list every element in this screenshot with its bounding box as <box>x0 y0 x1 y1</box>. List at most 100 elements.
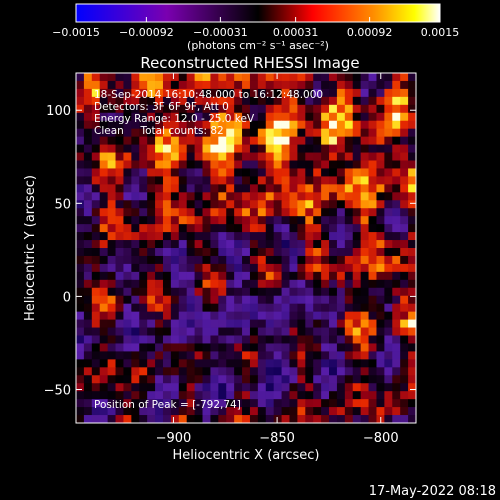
heatmap-cell <box>202 176 211 185</box>
heatmap-cell <box>131 144 140 153</box>
heatmap-cell <box>91 96 101 106</box>
heatmap-cell <box>234 80 243 90</box>
heatmap-cell <box>83 399 93 408</box>
y-tick-label: 0 <box>63 290 71 305</box>
heatmap-cell <box>281 303 290 313</box>
heatmap-cell <box>297 240 306 249</box>
heatmap-cell <box>336 375 346 384</box>
heatmap-cell <box>210 232 219 241</box>
heatmap-cell <box>273 415 282 423</box>
heatmap-cell <box>210 415 219 423</box>
heatmap-cell <box>305 184 314 193</box>
heatmap-cell <box>234 88 243 98</box>
heatmap-cell <box>226 415 235 423</box>
heatmap-cell <box>408 303 416 313</box>
heatmap-cell <box>313 104 322 114</box>
heatmap-cell <box>305 367 314 376</box>
heatmap-cell <box>265 391 275 400</box>
heatmap-cell <box>178 192 188 201</box>
heatmap-cell <box>210 73 219 82</box>
heatmap-cell <box>83 279 93 289</box>
heatmap-cell <box>249 343 259 352</box>
heatmap-cell <box>384 176 393 185</box>
heatmap-cell <box>123 88 132 98</box>
heatmap-cell <box>202 319 211 328</box>
heatmap-cell <box>155 216 164 225</box>
heatmap-cell <box>321 351 330 360</box>
heatmap-cell <box>297 391 306 400</box>
heatmap-cell <box>392 120 401 130</box>
heatmap-cell <box>400 343 409 352</box>
heatmap-cell <box>376 216 385 225</box>
heatmap-cell <box>352 343 362 352</box>
heatmap-cell <box>329 271 338 281</box>
heatmap-cell <box>289 232 298 241</box>
heatmap-cell <box>155 255 164 265</box>
heatmap-cell <box>170 208 180 217</box>
heatmap-cell <box>360 112 369 122</box>
heatmap-cell <box>242 224 251 233</box>
heatmap-cell <box>76 391 85 400</box>
heatmap-cell <box>147 407 156 416</box>
heatmap-cell <box>368 104 377 114</box>
heatmap-cell <box>400 152 409 161</box>
heatmap-cell <box>329 319 338 328</box>
heatmap-cell <box>91 319 101 328</box>
heatmap-cell <box>99 144 109 153</box>
heatmap-cell <box>131 311 140 320</box>
heatmap-cell <box>313 415 322 423</box>
heatmap-cell <box>186 168 196 177</box>
heatmap-cell <box>384 351 393 360</box>
heatmap-cell <box>162 303 172 313</box>
heatmap-cell <box>162 216 172 225</box>
heatmap-cell <box>186 391 196 400</box>
heatmap-cell <box>155 248 164 257</box>
heatmap-cell <box>408 351 416 360</box>
heatmap-cell <box>265 303 275 313</box>
heatmap-cell <box>360 232 369 241</box>
heatmap-cell <box>123 319 132 328</box>
heatmap-cell <box>242 327 251 336</box>
heatmap-cell <box>186 152 196 161</box>
heatmap-cell <box>408 136 416 145</box>
heatmap-cell <box>392 192 401 201</box>
heatmap-cell <box>147 383 156 392</box>
heatmap-cell <box>234 295 243 305</box>
heatmap-cell <box>321 287 330 297</box>
heatmap-cell <box>400 232 409 241</box>
heatmap-cell <box>147 359 156 368</box>
heatmap-cell <box>76 255 85 265</box>
heatmap-cell <box>249 120 259 130</box>
heatmap-cell <box>384 80 393 90</box>
heatmap-cell <box>384 192 393 201</box>
heatmap-cell <box>297 184 306 193</box>
heatmap-cell <box>218 80 227 90</box>
heatmap-cell <box>234 255 243 265</box>
heatmap-cell <box>344 224 354 233</box>
heatmap-cell <box>186 112 196 122</box>
heatmap-cell <box>329 391 338 400</box>
heatmap-cell <box>107 319 116 328</box>
heatmap-cell <box>234 327 243 336</box>
heatmap-cell <box>91 271 101 281</box>
colorbar-tick-label: 0.00031 <box>273 26 319 39</box>
heatmap-cell <box>170 248 180 257</box>
heatmap-cell <box>273 73 282 82</box>
heatmap-cell <box>210 200 219 209</box>
heatmap-cell <box>257 144 267 153</box>
heatmap-cell <box>344 287 354 297</box>
heatmap-cell <box>360 80 369 90</box>
heatmap-cell <box>91 192 101 201</box>
heatmap-cell <box>115 248 124 257</box>
heatmap-cell <box>147 319 156 328</box>
heatmap-cell <box>400 208 409 217</box>
heatmap-cell <box>131 224 140 233</box>
heatmap-cell <box>273 287 282 297</box>
heatmap-cell <box>242 343 251 352</box>
heatmap-cell <box>194 367 203 376</box>
heatmap-cell <box>226 80 235 90</box>
heatmap-cell <box>360 407 369 416</box>
heatmap-cell <box>273 112 282 122</box>
heatmap-cell <box>147 136 156 145</box>
heatmap-cell <box>99 240 109 249</box>
